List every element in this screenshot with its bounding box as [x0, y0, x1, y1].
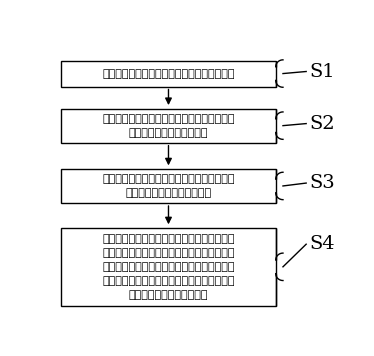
- Text: 将各时间段积分参数均与相应的设定阈值比较
，进而判断所述积分参数异常与否；当某一时
间段的所述积分参数大于相应的设定阈值，则
判断该时间段为异常时间段，并对该异: 将各时间段积分参数均与相应的设定阈值比较 ，进而判断所述积分参数异常与否；当某一…: [102, 234, 235, 300]
- FancyBboxPatch shape: [61, 109, 276, 143]
- FancyBboxPatch shape: [61, 228, 276, 306]
- FancyBboxPatch shape: [61, 61, 276, 87]
- Text: S3: S3: [309, 174, 335, 192]
- Text: 将所述绝缘电导数值对时间进行积分，获得各
时间段积分参数，并冻结存储: 将所述绝缘电导数值对时间进行积分，获得各 时间段积分参数，并冻结存储: [102, 174, 235, 198]
- Text: 获取电气回路的电压矢量值和剩余电流矢量值: 获取电气回路的电压矢量值和剩余电流矢量值: [102, 69, 235, 79]
- Text: 根据所述电压矢量值和所述剩余电流矢量值获
取电气回路的绝缘电导数值: 根据所述电压矢量值和所述剩余电流矢量值获 取电气回路的绝缘电导数值: [102, 114, 235, 138]
- FancyBboxPatch shape: [61, 169, 276, 203]
- Text: S1: S1: [309, 63, 335, 80]
- Text: S4: S4: [309, 235, 335, 253]
- Text: S2: S2: [309, 115, 335, 132]
